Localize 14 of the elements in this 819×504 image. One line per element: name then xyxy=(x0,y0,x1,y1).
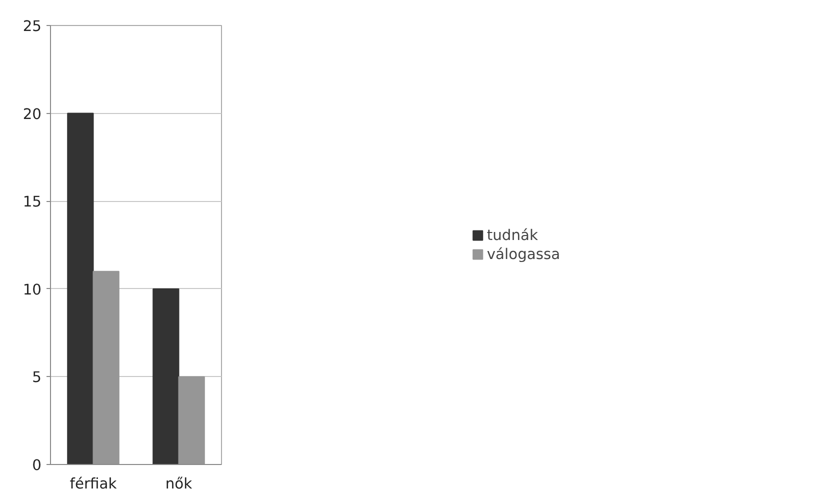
y-tick-label: 15 xyxy=(22,194,42,211)
bar xyxy=(67,112,94,464)
legend-label: tudnák xyxy=(486,226,538,244)
bar xyxy=(178,376,205,464)
bar xyxy=(152,288,180,464)
x-tick-label: nők xyxy=(165,476,193,492)
legend-label: válogassa xyxy=(486,246,560,262)
y-tick-label: 25 xyxy=(22,18,42,35)
y-tick-label: 0 xyxy=(32,457,42,474)
x-tick-label: férfiak xyxy=(70,476,118,492)
bar xyxy=(92,270,120,464)
y-tick-label: 5 xyxy=(32,369,42,386)
y-tick-label: 20 xyxy=(22,106,42,123)
y-tick-label: 10 xyxy=(22,281,42,298)
